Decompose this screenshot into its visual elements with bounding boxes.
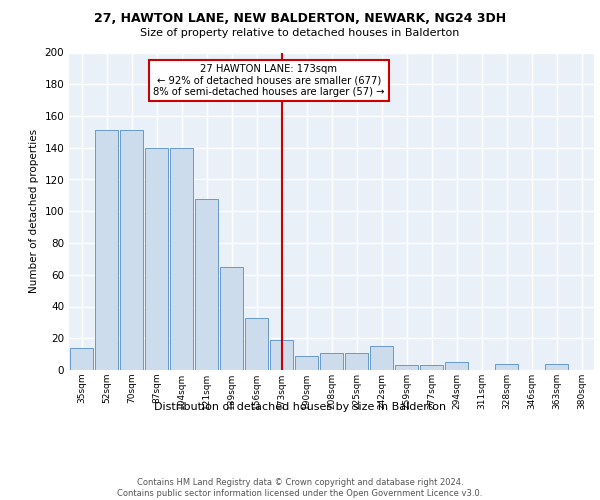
Bar	[420, 365, 443, 370]
Bar	[545, 364, 568, 370]
Bar	[245, 318, 268, 370]
Bar	[220, 267, 243, 370]
Bar	[70, 348, 93, 370]
Bar	[295, 356, 318, 370]
Bar	[320, 352, 343, 370]
Text: Contains HM Land Registry data © Crown copyright and database right 2024.
Contai: Contains HM Land Registry data © Crown c…	[118, 478, 482, 498]
Text: 27, HAWTON LANE, NEW BALDERTON, NEWARK, NG24 3DH: 27, HAWTON LANE, NEW BALDERTON, NEWARK, …	[94, 12, 506, 26]
Bar	[145, 148, 168, 370]
Text: Size of property relative to detached houses in Balderton: Size of property relative to detached ho…	[140, 28, 460, 38]
Bar	[170, 148, 193, 370]
Text: 27 HAWTON LANE: 173sqm
← 92% of detached houses are smaller (677)
8% of semi-det: 27 HAWTON LANE: 173sqm ← 92% of detached…	[153, 64, 385, 97]
Bar	[395, 365, 418, 370]
Bar	[345, 352, 368, 370]
Bar	[120, 130, 143, 370]
Bar	[445, 362, 468, 370]
Bar	[95, 130, 118, 370]
Text: Distribution of detached houses by size in Balderton: Distribution of detached houses by size …	[154, 402, 446, 412]
Bar	[270, 340, 293, 370]
Bar	[195, 198, 218, 370]
Bar	[370, 346, 393, 370]
Bar	[495, 364, 518, 370]
Y-axis label: Number of detached properties: Number of detached properties	[29, 129, 39, 294]
